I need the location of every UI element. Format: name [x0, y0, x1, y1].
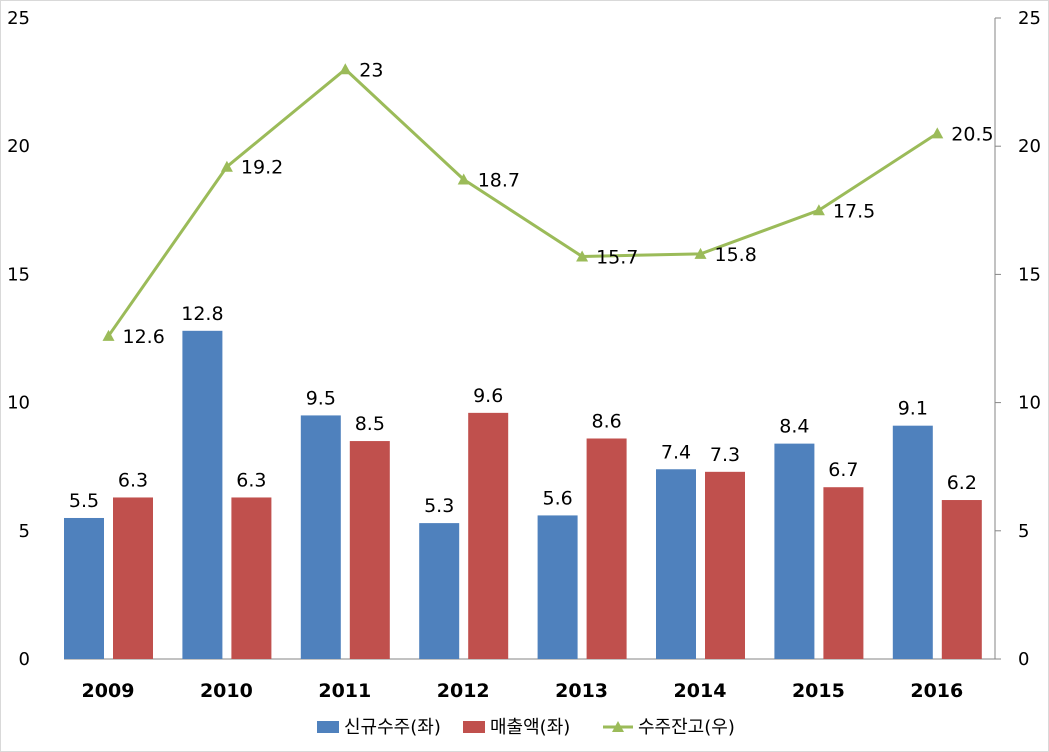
bar-data-label: 7.3 [710, 444, 740, 466]
bar-data-label: 6.7 [828, 459, 858, 481]
bar-new-orders [537, 515, 578, 659]
x-category-label: 2011 [318, 680, 371, 702]
bar-sales [231, 497, 272, 659]
line-data-label: 17.5 [833, 200, 875, 222]
bar-sales [705, 471, 745, 659]
right-y-tick-label: 15 [1018, 264, 1041, 285]
axes-group: 0 5 10 15 20 25 0 5 10 15 20 25 2009 2010 2011 2012 2013… [7, 8, 1041, 702]
x-category-label: 2015 [792, 680, 845, 702]
bar-data-label: 9.6 [473, 385, 503, 407]
legend-swatch [463, 721, 485, 733]
line-data-label: 19.2 [241, 157, 283, 179]
bar-data-label: 8.6 [591, 410, 621, 432]
bar-data-label: 8.5 [355, 413, 385, 435]
bar-sales [941, 500, 982, 659]
bar-sales [349, 441, 390, 659]
bar-data-label: 12.8 [181, 303, 223, 325]
x-category-label: 2016 [910, 680, 963, 702]
line-data-label: 23 [359, 59, 383, 81]
legend-marker-triangle [612, 721, 624, 732]
left-y-tick-label: 5 [19, 521, 30, 542]
line-data-label: 15.8 [715, 244, 757, 266]
bar-new-orders [774, 443, 815, 659]
x-category-label: 2013 [555, 680, 608, 702]
line-data-label: 15.7 [596, 246, 638, 268]
bar-sales [468, 412, 509, 659]
bar-data-label: 5.3 [424, 495, 454, 517]
line-marker-triangle [694, 247, 707, 259]
legend-label: 수주잔고(우) [638, 717, 735, 738]
x-category-label: 2010 [200, 680, 253, 702]
x-category-label: 2014 [674, 680, 727, 702]
bar-sales [586, 438, 627, 659]
left-y-tick-label: 0 [19, 649, 30, 670]
bar-data-label: 8.4 [779, 416, 809, 438]
x-category-label: 2009 [82, 680, 135, 702]
bar-data-label: 5.5 [69, 490, 99, 512]
x-category-label: 2012 [437, 680, 490, 702]
line-marker-triangle [220, 160, 233, 172]
bar-data-label: 5.6 [542, 487, 572, 509]
line-backlog [107, 67, 939, 337]
left-y-tick-label: 15 [7, 264, 30, 285]
right-y-tick-label: 20 [1018, 136, 1041, 157]
legend: 신규수주(좌) 매출액(좌) 수주잔고(우) [317, 717, 735, 738]
line-marker-triangle [102, 329, 115, 341]
right-y-tick-label: 0 [1018, 649, 1029, 670]
bar-new-orders [182, 330, 223, 659]
line-data-label: 18.7 [478, 170, 520, 192]
left-y-tick-label: 10 [7, 393, 30, 414]
left-y-tick-label: 25 [7, 8, 30, 29]
bar-new-orders [64, 517, 104, 659]
data-labels-group: 5.5 12.8 9.5 5.3 5.6 7.4 8.4 9.1 6.3 6.3 8.5 9.6 8.6… [69, 59, 994, 517]
bar-new-orders [419, 523, 460, 659]
bar-data-label: 6.3 [118, 469, 148, 491]
line-data-label: 12.6 [123, 326, 165, 348]
legend-label: 신규수주(좌) [344, 717, 441, 738]
legend-swatch [317, 721, 339, 733]
line-marker-triangle [457, 173, 470, 185]
right-y-tick-label: 5 [1018, 521, 1029, 542]
bars-group [64, 330, 982, 659]
bar-data-label: 7.4 [661, 441, 691, 463]
bar-sales [113, 497, 153, 659]
legend-label: 매출액(좌) [490, 717, 570, 738]
line-series-group [102, 63, 944, 341]
bar-data-label: 9.1 [898, 398, 928, 420]
bar-data-label: 9.5 [306, 387, 336, 409]
line-marker-triangle [931, 127, 944, 139]
line-marker-triangle [576, 250, 589, 262]
line-marker-triangle [339, 63, 352, 75]
right-y-tick-label: 10 [1018, 393, 1041, 414]
bar-data-label: 6.3 [236, 469, 266, 491]
bar-new-orders [656, 469, 696, 659]
bar-new-orders [300, 415, 341, 659]
bar-data-label: 6.2 [947, 472, 977, 494]
left-y-tick-label: 20 [7, 136, 30, 157]
line-data-label: 20.5 [951, 123, 993, 145]
right-y-tick-label: 25 [1018, 8, 1041, 29]
bar-sales [823, 487, 864, 659]
line-marker-triangle [812, 204, 825, 216]
bar-new-orders [892, 425, 933, 659]
